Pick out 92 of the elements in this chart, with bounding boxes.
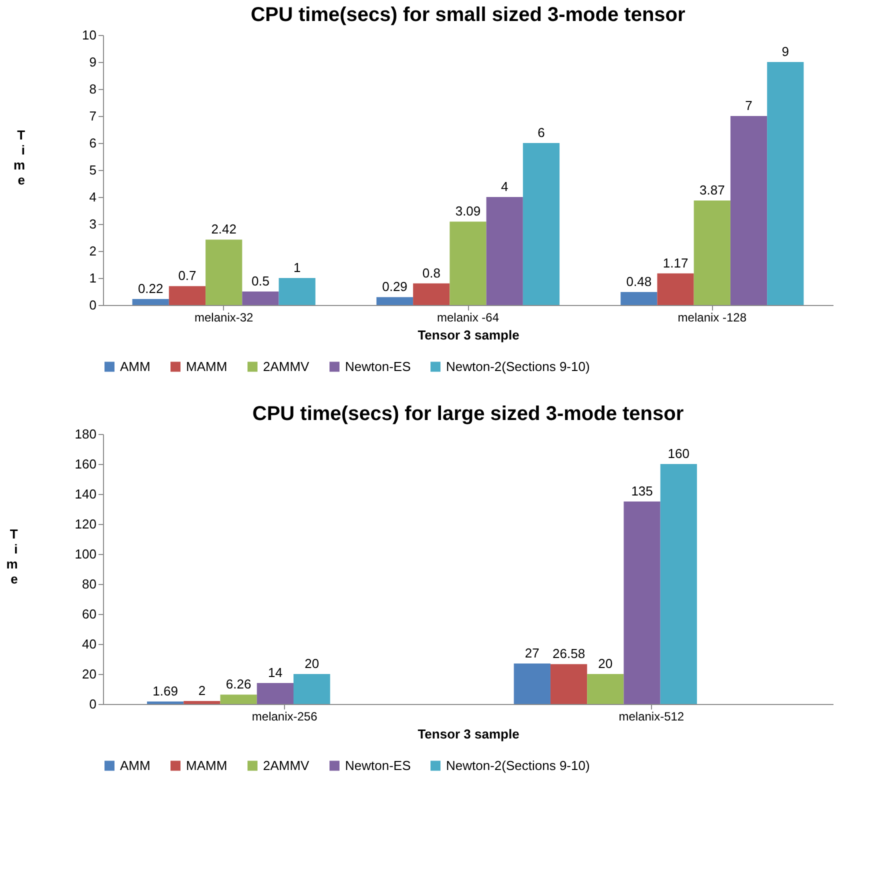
bar xyxy=(132,299,169,305)
bar xyxy=(184,701,220,704)
y-tick-label: 100 xyxy=(74,546,96,562)
y-tick-label: 10 xyxy=(82,28,96,42)
data-label: 0.22 xyxy=(138,281,164,296)
legend-label: Newton-2(Sections 9-10) xyxy=(446,358,590,374)
data-label: 3.09 xyxy=(455,204,481,219)
bar xyxy=(730,116,768,305)
bar xyxy=(278,278,316,305)
legend-label: AMM xyxy=(120,358,150,374)
data-label: 0.48 xyxy=(626,274,652,290)
bar xyxy=(657,273,694,305)
data-label: 7 xyxy=(745,98,752,113)
x-tick-label: melanix-512 xyxy=(618,710,684,724)
legend-label: 2AMMV xyxy=(263,758,310,773)
bar xyxy=(242,292,279,305)
bar xyxy=(624,502,660,704)
bar xyxy=(660,464,697,704)
bar xyxy=(694,200,730,305)
bar xyxy=(767,62,804,305)
y-tick-label: 4 xyxy=(89,190,96,204)
data-label: 135 xyxy=(631,484,653,498)
chart-title: CPU time(secs) for large sized 3-mode tensor xyxy=(252,403,684,425)
data-label: 14 xyxy=(268,665,282,680)
bar xyxy=(206,240,242,305)
data-label: 3.87 xyxy=(699,182,725,198)
x-tick-label: melanix-256 xyxy=(252,710,318,724)
legend-label: MAMM xyxy=(186,358,228,374)
y-tick-label: 5 xyxy=(89,162,96,178)
data-label: 6.26 xyxy=(226,676,252,692)
y-tick-label: 3 xyxy=(89,216,96,232)
y-tick-label: 2 xyxy=(89,244,96,258)
data-label: 20 xyxy=(598,656,613,671)
bar xyxy=(450,222,486,305)
data-label: 1.17 xyxy=(662,255,688,270)
data-label: 9 xyxy=(782,44,790,59)
data-label: 27 xyxy=(524,646,540,660)
y-tick-label: 160 xyxy=(74,456,96,472)
y-tick-label: 20 xyxy=(82,666,96,682)
data-label: 1.69 xyxy=(152,683,178,698)
legend-label: 2AMMV xyxy=(263,358,310,374)
legend-label: MAMM xyxy=(186,758,228,773)
data-label: 2 xyxy=(198,683,206,698)
data-label: 0.5 xyxy=(251,274,270,288)
y-tick-label: 60 xyxy=(82,606,96,622)
bar xyxy=(522,143,560,305)
y-tick-label: 40 xyxy=(82,636,96,652)
y-tick-label: 1 xyxy=(89,270,96,286)
legend-label: Newton-ES xyxy=(345,758,412,773)
y-tick-label: 9 xyxy=(89,54,96,70)
bar xyxy=(147,701,184,704)
bar xyxy=(486,197,523,305)
y-tick-label: 80 xyxy=(82,576,96,592)
data-label: 0.7 xyxy=(178,268,196,284)
y-tick-label: 0 xyxy=(89,298,96,312)
data-label: 26.58 xyxy=(552,646,586,662)
y-tick-label: 8 xyxy=(89,82,96,96)
y-tick-label: 140 xyxy=(74,486,96,502)
y-tick-label: 0 xyxy=(89,696,96,712)
data-label: 6 xyxy=(538,125,545,140)
x-axis-title: Tensor 3 sample xyxy=(418,726,520,742)
x-axis-title: Tensor 3 sample xyxy=(418,328,520,342)
y-tick-label: 120 xyxy=(74,516,96,532)
x-tick-label: melanix -128 xyxy=(678,310,747,324)
y-axis-title: Time xyxy=(13,128,26,188)
bar xyxy=(550,664,588,704)
bar xyxy=(294,674,330,704)
data-label: 0.29 xyxy=(382,279,408,294)
bar xyxy=(514,664,550,704)
bar xyxy=(168,286,206,305)
y-tick-label: 180 xyxy=(74,426,96,442)
x-tick-label: melanix -64 xyxy=(436,310,500,324)
bar xyxy=(256,683,294,704)
bar xyxy=(620,292,658,305)
y-tick-label: 7 xyxy=(89,108,96,124)
data-label: 2.42 xyxy=(211,222,237,237)
chart-title: CPU time(secs) for small sized 3-mode tensor xyxy=(250,4,686,26)
data-label: 1 xyxy=(293,260,301,275)
data-label: 0.8 xyxy=(422,265,440,280)
bar xyxy=(587,674,624,704)
data-label: 160 xyxy=(668,446,690,461)
bar xyxy=(413,283,450,305)
bar xyxy=(376,297,414,305)
y-tick-label: 6 xyxy=(89,136,96,150)
legend-label: AMM xyxy=(120,758,150,773)
data-label: 20 xyxy=(304,656,320,671)
legend-label: Newton-ES xyxy=(345,358,412,374)
x-tick-label: melanix-32 xyxy=(194,310,254,324)
bar xyxy=(220,694,257,704)
y-axis-title: Time xyxy=(6,526,18,586)
data-label: 4 xyxy=(501,179,508,194)
legend-label: Newton-2(Sections 9-10) xyxy=(446,758,590,773)
